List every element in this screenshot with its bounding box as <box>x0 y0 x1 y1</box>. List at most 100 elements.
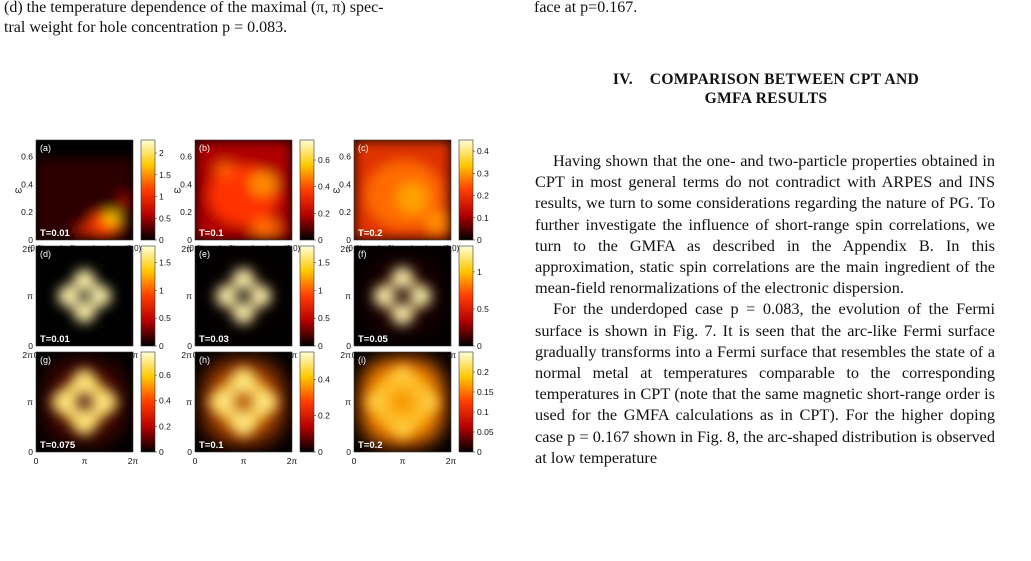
spectral-peak <box>76 224 96 236</box>
colorbar <box>458 139 474 241</box>
hot-spot <box>52 389 79 415</box>
colorbar-tick-label: 0.4 <box>159 396 171 406</box>
colorbar-tick-label: 0.1 <box>477 407 489 417</box>
colorbar-tick-label: 1 <box>477 267 482 277</box>
hot-spot <box>230 409 257 436</box>
figure-svg: (a)T=0.0121.510.500.60.40.20ω(0,0)(π,0)(… <box>15 139 494 466</box>
colorbar-tick-label: 0 <box>477 235 482 245</box>
broadening-haze <box>44 360 125 444</box>
y-tick-label: 0 <box>28 341 33 351</box>
colorbar <box>140 351 156 453</box>
fermi-surface <box>372 266 433 326</box>
y-tick-label: 0.2 <box>21 207 33 217</box>
hot-spot <box>210 389 237 415</box>
caption-line-1: (d) the temperature dependence of the ma… <box>4 0 384 16</box>
colorbar-tick-label: 0 <box>477 341 482 351</box>
panel-c: (c)T=0.20.40.30.20.100.60.40.20ω(0,0)(π,… <box>333 139 489 253</box>
y-tick-label: 2π <box>181 244 192 254</box>
caption-right-line: face at p=0.167. <box>534 0 638 16</box>
panel-frame <box>194 245 293 347</box>
y-tick-label: π <box>186 397 192 407</box>
colorbar <box>140 245 156 347</box>
hot-spot <box>249 285 272 307</box>
hot-spot <box>215 285 238 307</box>
hot-spot <box>391 303 414 325</box>
broadening-haze <box>362 254 443 338</box>
x-tick-label: π <box>241 456 247 466</box>
x-tick-label: 0 <box>193 456 198 466</box>
heatmap-area <box>195 352 292 452</box>
caption-line-2: tral weight for hole concentration p = 0… <box>4 19 288 37</box>
heatmap-area <box>354 246 451 346</box>
colorbar <box>140 139 156 241</box>
y-tick-label: 0 <box>28 447 33 457</box>
x-tick-label: 0 <box>352 456 357 466</box>
panel-label: (d) <box>40 249 51 259</box>
colorbar-tick-label: 0.5 <box>318 313 330 323</box>
y-tick-label: 0.4 <box>21 179 33 189</box>
colorbar-tick-label: 1 <box>159 192 164 202</box>
y-tick-label: 0 <box>346 447 351 457</box>
temperature-label: T=0.2 <box>358 440 383 451</box>
colorbar-tick-label: 0 <box>159 341 164 351</box>
hot-spot <box>409 285 432 307</box>
y-tick-label: 2π <box>181 350 192 360</box>
y-tick-label: 0.4 <box>339 179 351 189</box>
y-axis-label: ω <box>15 185 22 195</box>
y-tick-label: 0 <box>187 341 192 351</box>
heatmap-area <box>36 352 133 452</box>
hot-spot <box>250 389 277 415</box>
figure-panels: (a)T=0.0121.510.500.60.40.20ω(0,0)(π,0)(… <box>0 128 506 556</box>
panel-label: (c) <box>358 143 369 153</box>
spectral-peak <box>104 211 120 225</box>
spectral-peak <box>215 162 235 178</box>
colorbar-tick-label: 0 <box>159 447 164 457</box>
temperature-label: T=0.1 <box>199 228 224 239</box>
spectral-peak <box>396 182 428 214</box>
x-tick-label: π <box>400 456 406 466</box>
colorbar-tick-label: 1.5 <box>159 258 171 268</box>
temperature-label: T=0.05 <box>358 334 389 345</box>
heatmap-area <box>354 140 451 240</box>
y-tick-label: 0 <box>187 447 192 457</box>
temperature-label: T=0.03 <box>199 334 229 345</box>
y-tick-label: π <box>186 291 192 301</box>
colorbar-tick-label: 0.2 <box>477 191 489 201</box>
y-tick-label: 0.6 <box>339 152 351 162</box>
hot-spot <box>391 267 414 289</box>
y-tick-label: 0.6 <box>21 152 33 162</box>
hot-spot <box>230 368 257 395</box>
hot-spot <box>71 408 98 435</box>
colorbar-tick-label: 0 <box>318 447 323 457</box>
heatmap-area <box>36 140 133 240</box>
colorbar-tick-label: 0.5 <box>159 313 171 323</box>
heatmap-area <box>195 140 292 240</box>
broadening-haze <box>203 254 284 338</box>
colorbar-tick-label: 0.6 <box>318 155 330 165</box>
colorbar-tick-label: 0 <box>159 235 164 245</box>
spectral-peak <box>249 172 277 196</box>
y-tick-label: 2π <box>340 350 351 360</box>
hot-spot <box>89 285 112 307</box>
hot-spot <box>71 369 98 396</box>
center-glow <box>372 370 433 434</box>
fermi-surface <box>207 365 280 439</box>
panel-label: (b) <box>199 143 210 153</box>
colorbar-tick-label: 0.4 <box>318 374 330 384</box>
colorbar-tick-label: 0.2 <box>477 367 489 377</box>
temperature-label: T=0.1 <box>199 440 224 451</box>
spectral-peak <box>118 193 130 211</box>
colorbar-tick-label: 0.5 <box>159 213 171 223</box>
hot-spot <box>232 301 255 324</box>
x-tick-label: 0 <box>34 456 39 466</box>
hot-spot <box>90 389 117 415</box>
colorbar-tick-label: 0.1 <box>477 213 489 223</box>
colorbar-tick-label: 0.5 <box>477 304 489 314</box>
panel-label: (h) <box>199 355 210 365</box>
y-tick-label: 0 <box>28 235 33 245</box>
panel-b: (b)T=0.10.60.40.200.60.40.20ω(0,0)(π,0)(… <box>174 139 330 253</box>
y-tick-label: 0 <box>346 235 351 245</box>
